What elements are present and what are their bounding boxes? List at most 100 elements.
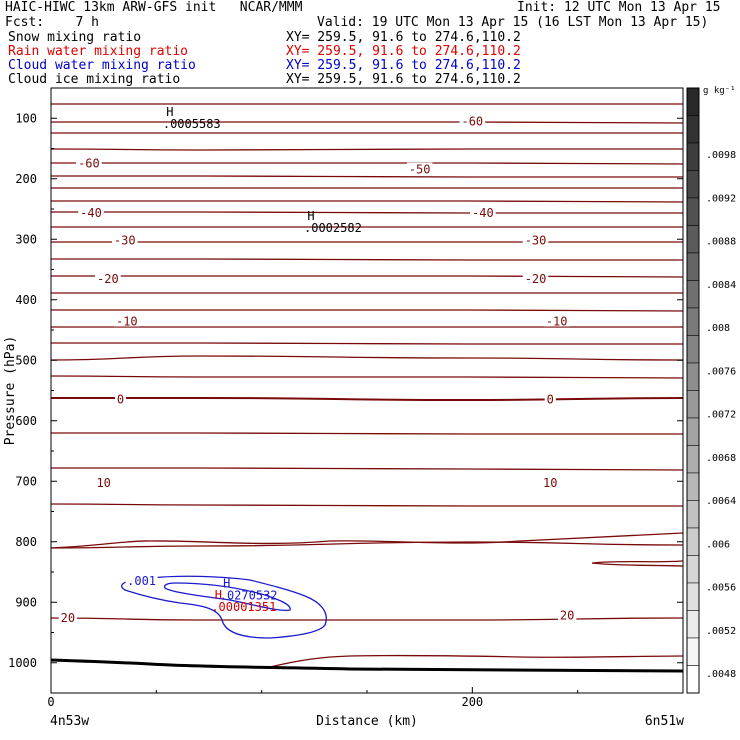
cloud-water-isoline (163, 582, 291, 611)
contour-label-bg (125, 574, 158, 587)
colorbar-tick-label: .0072 (706, 410, 736, 421)
colorbar-segment (686, 500, 700, 529)
temperature-isoline (50, 541, 684, 549)
x-endpoint-left: 4n53w (50, 714, 89, 729)
temperature-isoline (50, 532, 684, 549)
colorbar-tick-label: .0048 (706, 669, 736, 680)
temperature-contour-label: 20 (61, 611, 75, 625)
maximum-marker-snow: H (166, 105, 173, 119)
colorbar-tick-label: .008 (706, 323, 730, 334)
temperature-contour-label: -50 (409, 163, 431, 177)
contour-label-bg (522, 272, 549, 285)
colorbar-tick-label: .0098 (706, 150, 736, 161)
contour-label-bg (459, 114, 486, 127)
temperature-isoline (51, 162, 684, 165)
temperature-contour-label: -20 (97, 272, 119, 286)
temperature-contour-label: 20 (560, 609, 574, 623)
contour-label-bg (470, 206, 496, 219)
y-tick-label: 700 (15, 474, 37, 488)
temperature-isoline (51, 309, 684, 312)
colorbar-segment (686, 142, 700, 171)
temperature-contour-label: -40 (472, 206, 494, 220)
temperature-isoline (50, 432, 683, 435)
header-forecast-hour: Fcst: 7 h (5, 15, 99, 30)
colorbar-segment (686, 225, 700, 254)
colorbar-segment (686, 280, 700, 309)
temperature-isoline (50, 175, 683, 178)
x-tick-label: 0 (47, 695, 54, 709)
field-cloud-ice-name: Cloud ice mixing ratio (8, 72, 181, 87)
temperature-isoline (51, 467, 684, 471)
colorbar-tick-label: .006 (706, 539, 730, 550)
contour-labels: -60 -60 -50 -40 -40 -30 -30 -20 -20 -10 -10 0 0 10 10 2… (58, 114, 577, 625)
field-rain-xy: XY= 259.5, 91.6 to 274.6,110.2 (286, 44, 521, 59)
colorbar-segment (686, 115, 700, 144)
temperature-contour-label: 10 (96, 476, 110, 490)
colorbar-segment (686, 197, 700, 226)
maximum-marker-rain_water: H (215, 588, 222, 602)
y-tick-label: 600 (15, 414, 37, 428)
colorbar-segment (686, 335, 700, 364)
field-cloud-ice-xy: XY= 259.5, 91.6 to 274.6,110.2 (286, 72, 521, 87)
temperature-isoline (51, 121, 684, 124)
terrain-line (50, 658, 684, 673)
colorbar-segment (686, 665, 700, 694)
header-valid-time: Valid: 19 UTC Mon 13 Apr 15 (16 LST Mon … (317, 15, 709, 30)
colorbar-segment (686, 637, 700, 666)
colorbar-segment (686, 87, 700, 116)
colorbar-segment (686, 307, 700, 336)
y-tick-label: 300 (15, 232, 37, 246)
temperature-contour-label: -10 (116, 315, 138, 329)
header-title: HAIC-HIWC 13km ARW-GFS init NCAR/MMM (5, 0, 303, 15)
temperature-isoline (50, 375, 684, 379)
temperature-isoline (591, 560, 684, 567)
temperature-isoline (51, 258, 683, 261)
y-tick-label: 800 (15, 535, 37, 549)
colorbar-segment (686, 417, 700, 446)
plot-frame (50, 87, 684, 694)
temperature-isoline (50, 355, 684, 361)
temperature-contour-label: 0 (117, 393, 124, 407)
contour-label-bg (111, 233, 138, 246)
maximum-marker-cloud_ice: H (307, 209, 314, 223)
maximum-marker-cloud_water: H (223, 576, 230, 590)
colorbar-tick-label: .0084 (706, 280, 736, 291)
temperature-contour-label: -60 (78, 157, 100, 171)
field-snow-name: Snow mixing ratio (8, 30, 142, 45)
temperature-isoline (50, 148, 683, 151)
temperature-isoline (51, 275, 684, 278)
contour-label-bg (114, 392, 127, 405)
y-tick-label: 1000 (8, 656, 37, 670)
temperature-contour-label: -30 (114, 233, 136, 247)
cloud-water-contours (121, 575, 327, 639)
contour-label-bg (95, 272, 121, 285)
cloud-water-isoline (121, 575, 327, 639)
maximum-value-rain_water: .00001351 (211, 600, 276, 614)
colorbar-segment (686, 252, 700, 281)
maximum-value-snow: .0005583 (163, 117, 221, 131)
y-tick-label: 900 (15, 595, 37, 609)
temperature-isoline (51, 200, 684, 203)
temperature-isoline (51, 211, 683, 214)
colorbar-tick-label: .0088 (706, 237, 736, 248)
colorbar-segment (686, 390, 700, 419)
temperature-isoline (51, 342, 683, 345)
temperature-isoline (269, 654, 684, 668)
x-endpoint-right: 6n51w (645, 714, 684, 729)
colorbar-tick-label: .0068 (706, 453, 736, 464)
y-tick-label: 400 (15, 293, 37, 307)
temperature-contour-label: 0 (547, 393, 554, 407)
colorbar-segment (686, 555, 700, 584)
colorbar-segment (686, 362, 700, 391)
contour-label-bg (114, 314, 140, 327)
maximum-value-cloud_ice: .0002582 (304, 221, 362, 235)
maximum-value-cloud_water: .0270532 (220, 588, 278, 602)
contour-label-bg (544, 392, 556, 405)
colorbar-segment (686, 472, 700, 501)
temperature-contour-label: -30 (525, 233, 547, 247)
colorbar-segment (686, 445, 700, 474)
colorbar-border (686, 87, 700, 694)
temperature-isoline (51, 396, 684, 402)
temperature-contours (50, 103, 684, 668)
